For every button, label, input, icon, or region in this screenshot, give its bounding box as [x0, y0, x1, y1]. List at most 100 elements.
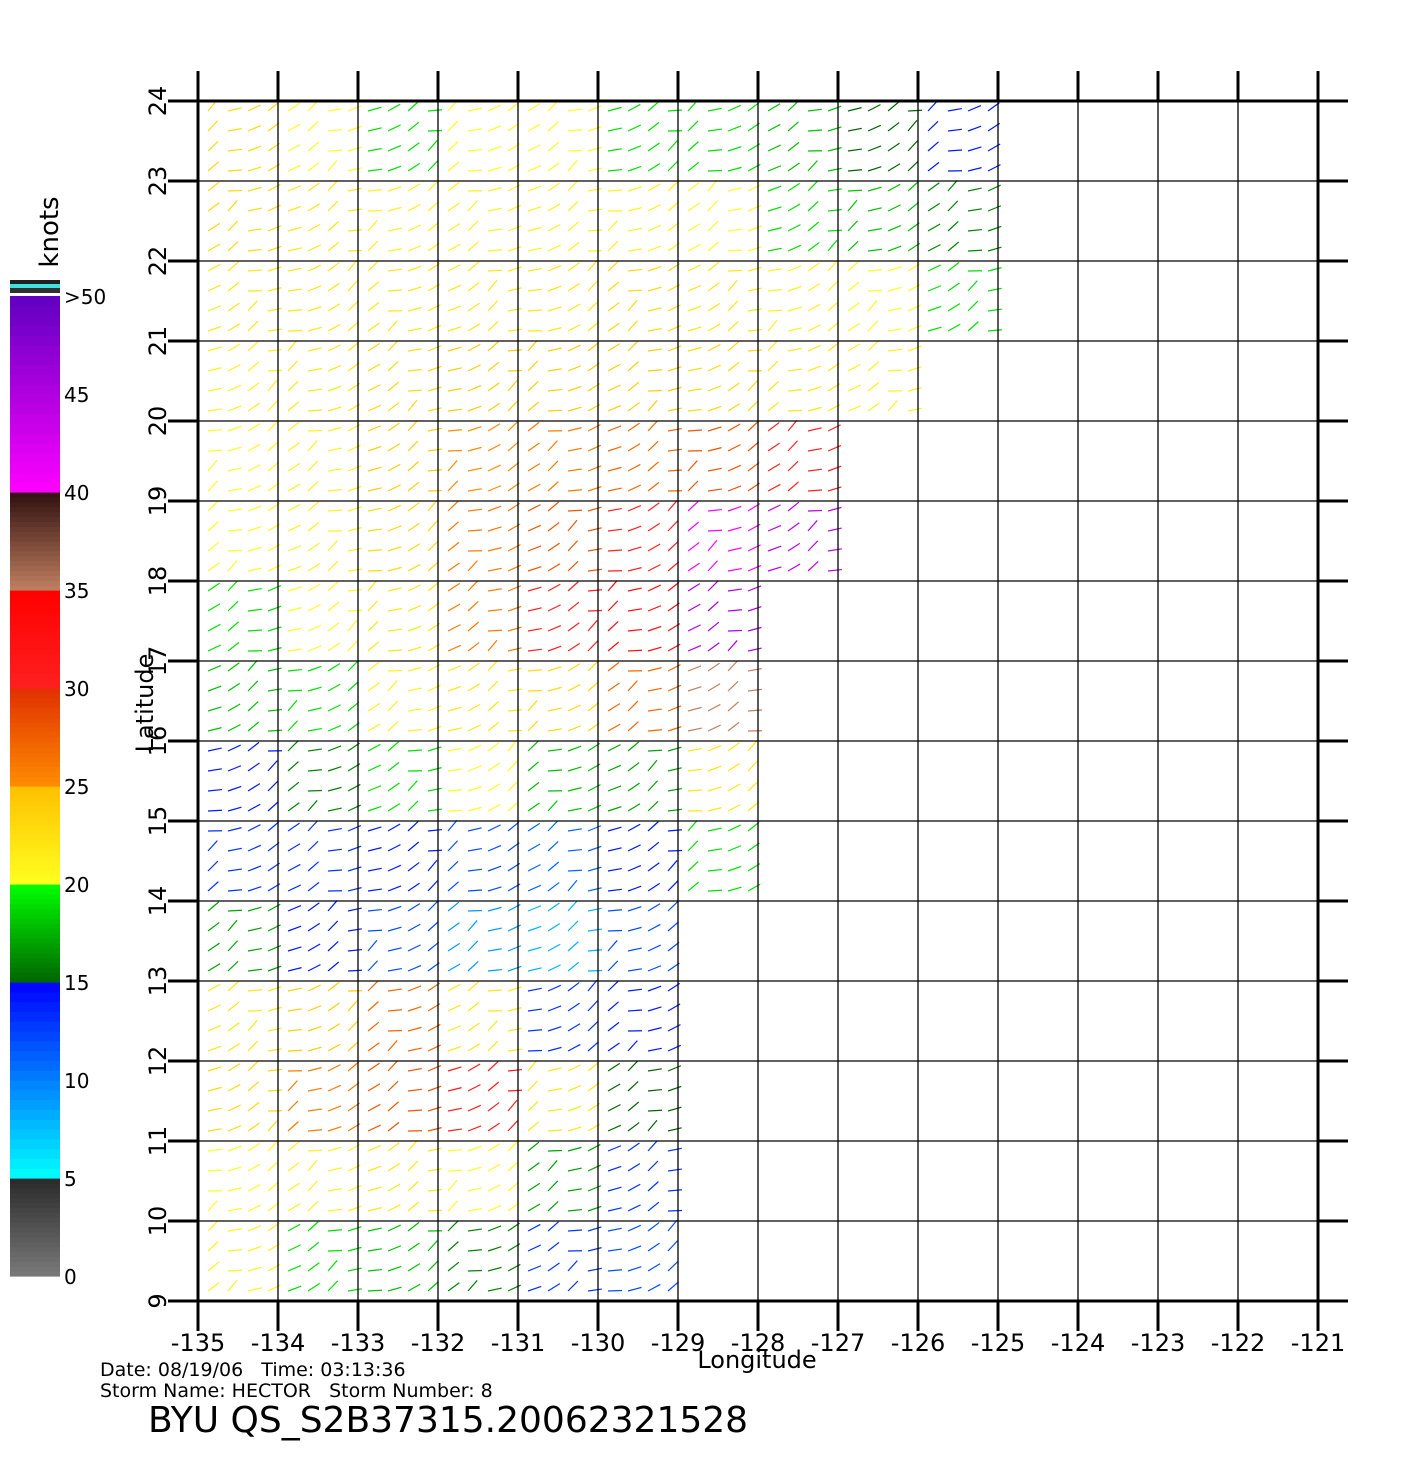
wind-vector	[348, 1186, 361, 1191]
wind-vector	[948, 304, 960, 311]
wind-vector	[268, 966, 281, 971]
colorbar-segment	[10, 1188, 60, 1194]
wind-vector	[688, 162, 699, 171]
wind-vector	[468, 581, 478, 591]
wind-vector	[208, 790, 222, 791]
wind-vector	[308, 1109, 322, 1111]
wind-vector	[448, 1005, 461, 1011]
wind-vector	[368, 889, 382, 891]
wind-vector	[648, 1243, 660, 1251]
wind-vector	[388, 1184, 400, 1191]
wind-vector	[368, 765, 381, 771]
wind-vector	[828, 487, 841, 491]
wind-vector	[648, 441, 658, 451]
wind-vector	[348, 1206, 361, 1211]
wind-vector	[248, 784, 260, 791]
wind-vector	[548, 286, 561, 291]
wind-vector	[628, 270, 642, 271]
wind-vector	[728, 569, 742, 571]
colorbar-segment	[10, 801, 60, 807]
wind-vector	[468, 1250, 482, 1251]
wind-vector	[768, 124, 780, 131]
wind-vector	[468, 961, 478, 971]
wind-vector	[368, 1084, 380, 1091]
wind-vector	[428, 1128, 442, 1131]
wind-vector	[368, 302, 379, 311]
wind-vector	[528, 1081, 538, 1091]
wind-vector	[568, 201, 578, 211]
wind-vector	[788, 183, 800, 191]
wind-vector	[608, 961, 618, 971]
wind-vector	[588, 1001, 598, 1011]
wind-vector	[668, 860, 677, 871]
wind-vector	[788, 204, 800, 211]
wind-vector	[648, 760, 657, 771]
wind-vector	[668, 1261, 678, 1271]
wind-vector	[468, 468, 482, 471]
wind-vector	[628, 1287, 642, 1291]
wind-vector	[368, 703, 380, 711]
wind-vector	[428, 140, 437, 151]
wind-vector	[348, 661, 358, 671]
wind-vector	[288, 803, 299, 811]
wind-vector	[608, 1063, 620, 1071]
wind-vector	[308, 687, 321, 691]
wind-vector	[688, 543, 699, 551]
wind-vector	[548, 1201, 558, 1211]
colorbar-segment	[10, 776, 60, 782]
wind-vector	[228, 1250, 242, 1251]
colorbar-segment	[10, 1041, 60, 1051]
wind-vector	[728, 763, 740, 771]
wind-vector	[228, 1280, 237, 1291]
wind-vector	[668, 541, 678, 551]
wind-vector	[608, 1022, 619, 1031]
wind-vector	[768, 269, 782, 271]
wind-vector	[688, 563, 700, 571]
wind-vector	[748, 781, 758, 791]
wind-vector	[228, 170, 242, 171]
wind-vector	[228, 828, 242, 831]
wind-vector	[648, 287, 661, 291]
wind-vector	[368, 910, 382, 911]
wind-vector	[668, 922, 679, 931]
wind-vector	[508, 710, 522, 711]
wind-vector	[208, 409, 222, 411]
wind-vector	[668, 449, 682, 451]
wind-vector	[548, 1006, 561, 1011]
wind-vector	[488, 640, 497, 651]
wind-vector	[448, 306, 461, 311]
wind-vector	[628, 321, 638, 331]
wind-vector	[208, 306, 221, 311]
wind-vector	[408, 863, 419, 871]
wind-vector	[508, 946, 521, 951]
wind-vector	[528, 587, 541, 591]
wind-vector	[768, 207, 781, 211]
wind-vector	[988, 268, 1002, 271]
wind-vector	[228, 489, 242, 491]
wind-vector	[688, 820, 697, 831]
wind-vector	[308, 708, 322, 711]
wind-vector	[708, 242, 719, 251]
wind-vector	[908, 161, 918, 171]
wind-vector	[588, 507, 601, 511]
colorbar-segment	[10, 791, 60, 797]
colorbar-segment	[10, 365, 60, 375]
wind-vector	[848, 108, 862, 111]
wind-vector	[428, 768, 442, 771]
y-tick-label: 15	[144, 806, 172, 837]
wind-vector	[468, 745, 481, 751]
wind-vector	[488, 105, 501, 111]
wind-vector	[508, 822, 519, 831]
colorbar-tick-label: 20	[64, 873, 89, 897]
wind-vector	[668, 1148, 682, 1151]
wind-vector	[328, 561, 338, 571]
colorbar-segment	[10, 894, 60, 900]
wind-vector	[388, 1122, 399, 1131]
colorbar-segment	[10, 1237, 60, 1243]
wind-vector	[928, 306, 941, 311]
colorbar-segment	[10, 811, 60, 817]
wind-vector	[308, 821, 318, 831]
wind-vector	[668, 1086, 681, 1091]
wind-vector	[748, 267, 762, 271]
wind-vector	[408, 1007, 421, 1011]
